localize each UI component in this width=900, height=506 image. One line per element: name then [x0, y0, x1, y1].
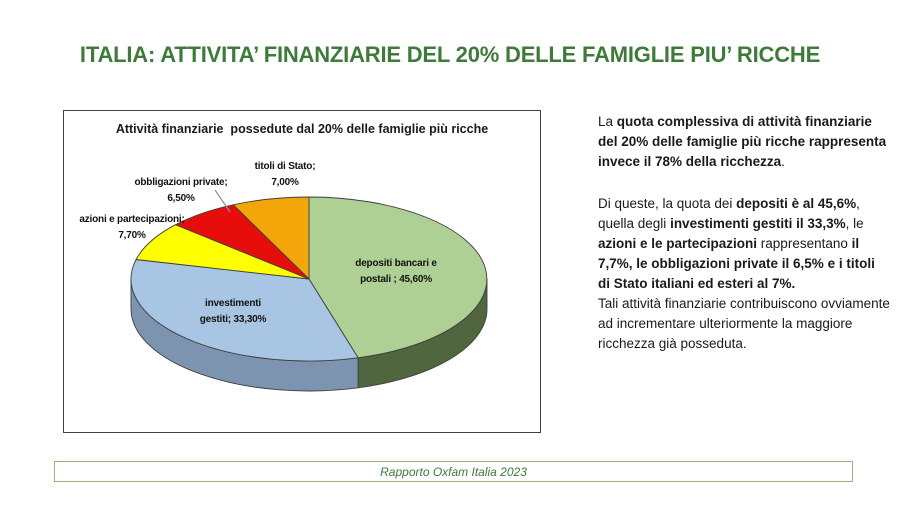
- pie-slice-4: [232, 196, 310, 280]
- pie-label-titoli-di-stato: titoli di Stato; 7,00%: [254, 161, 316, 188]
- pie-slice-0: [308, 196, 488, 359]
- text-run: .: [781, 154, 785, 169]
- pie-label-depositi-bancari-e-postali: depositi bancari e postali ; 45,60%: [355, 258, 437, 285]
- text-run: rappresentano: [757, 236, 852, 251]
- text-run: Tali attività finanziarie contribuiscono…: [598, 296, 890, 351]
- pie-label-azioni-e-partecipazioni: azioni e partecipazioni; 7,70%: [79, 214, 185, 241]
- bold-text-run: il 7,7%, le obbligazioni private il 6,5%…: [598, 236, 875, 291]
- bold-text-run: quota complessiva di attività finanziari…: [598, 114, 887, 169]
- footer-text: Rapporto Oxfam Italia 2023: [380, 464, 527, 479]
- pie-label-obbligazioni-private: obbligazioni private; 6,50%: [134, 177, 228, 204]
- text-run: , le: [845, 216, 864, 231]
- commentary: La quota complessiva di attività finanzi…: [598, 112, 890, 354]
- text-run: La: [598, 114, 617, 129]
- body-paragraph-3: Tali attività finanziarie contribuiscono…: [598, 294, 890, 354]
- pie-chart: [130, 196, 488, 392]
- body-paragraph-1: La quota complessiva di attività finanzi…: [598, 112, 890, 172]
- bold-text-run: azioni e le partecipazioni: [598, 236, 758, 251]
- pie-slice-1: [130, 259, 359, 362]
- slide-title: ITALIA: ATTIVITA’ FINANZIARIE DEL 20% DE…: [79, 42, 821, 67]
- text-run: , quella degli: [598, 196, 860, 231]
- footer-bar: Rapporto Oxfam Italia 2023: [54, 461, 853, 482]
- chart-title: Attività finanziarie possedute dal 20% d…: [115, 122, 489, 136]
- text-run: Di queste, la quota dei: [598, 196, 737, 211]
- pie-label-investimenti-gestiti: investimenti gestiti; 33,30%: [199, 298, 267, 325]
- chart-panel: Attività finanziarie possedute dal 20% d…: [63, 110, 541, 433]
- bold-text-run: depositi è al 45,6%: [736, 196, 857, 211]
- body-paragraph-2: Di queste, la quota dei depositi è al 45…: [598, 194, 890, 294]
- bold-text-run: investimenti gestiti il 33,3%: [670, 216, 846, 231]
